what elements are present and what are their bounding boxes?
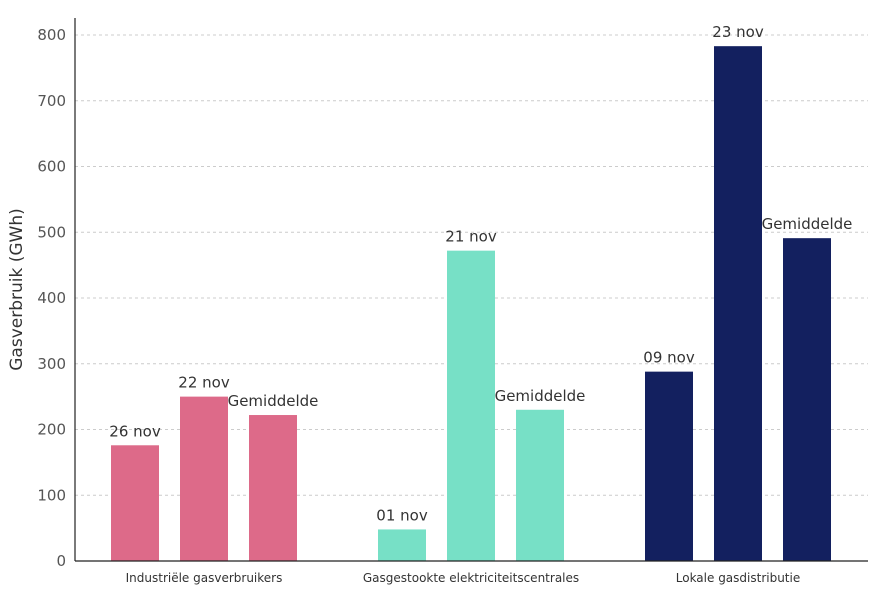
y-axis-ticks: 0 100 200 300 400 500 600 700 800: [37, 26, 66, 570]
bar: [447, 250, 495, 561]
bar: [378, 529, 426, 561]
bar-label: 22 nov: [178, 374, 230, 392]
bar-label: Gemiddelde: [228, 392, 319, 410]
bar-label: 01 nov: [376, 506, 428, 524]
bar-label: 26 nov: [109, 422, 161, 440]
y-tick-label: 200: [37, 421, 66, 439]
bar: [111, 445, 159, 561]
bar: [645, 371, 693, 561]
bar-label: 23 nov: [712, 23, 764, 41]
y-tick-label: 300: [37, 355, 66, 373]
bar-label: Gemiddelde: [762, 215, 853, 233]
bar-label: 09 nov: [643, 349, 695, 367]
y-tick-label: 600: [37, 158, 66, 176]
x-category-label: Gasgestookte elektriciteitscentrales: [363, 571, 579, 585]
x-category-label: Industriële gasverbruikers: [126, 571, 283, 585]
bar: [249, 415, 297, 561]
bar-label: Gemiddelde: [495, 387, 586, 405]
bars: [111, 46, 831, 562]
y-tick-label: 500: [37, 223, 66, 241]
x-axis-ticks: Industriële gasverbruikers Gasgestookte e…: [126, 571, 801, 585]
y-tick-label: 700: [37, 92, 66, 110]
bar-label: 21 nov: [445, 228, 497, 246]
bar: [714, 46, 762, 562]
y-tick-label: 100: [37, 486, 66, 504]
y-tick-label: 800: [37, 26, 66, 44]
bar: [516, 409, 564, 561]
y-tick-label: 0: [56, 552, 66, 570]
y-axis-label: Gasverbruik (GWh): [7, 208, 27, 371]
bar: [783, 238, 831, 562]
x-category-label: Lokale gasdistributie: [676, 571, 800, 585]
y-tick-label: 400: [37, 289, 66, 307]
bar: [180, 396, 228, 561]
